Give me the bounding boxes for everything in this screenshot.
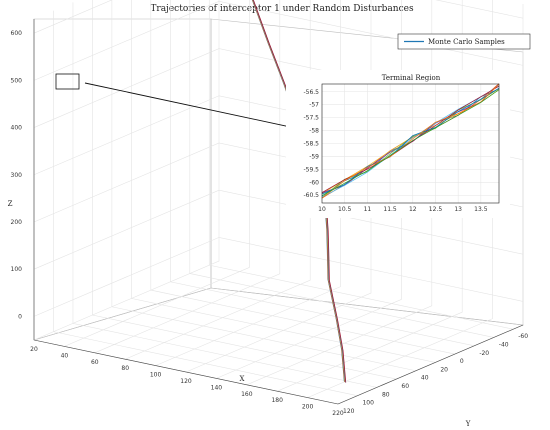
x-tick-label: 180 (271, 397, 283, 404)
legend: Monte Carlo Samples (397, 33, 531, 50)
x-tick-label: 20 (30, 346, 38, 353)
y-tick-label: -60 (518, 333, 528, 340)
z-grid-line (33, 189, 524, 270)
y-axis-label: Y (465, 420, 471, 428)
z-tick-label: 500 (11, 77, 23, 84)
inset-x-tick-label: 11.5 (383, 206, 397, 213)
floor-plane (33, 287, 525, 405)
x-tick-label: 60 (91, 359, 99, 366)
x-grid-line (94, 0, 281, 354)
x-tick-label: 40 (61, 352, 69, 359)
y-axis-line (337, 324, 524, 405)
inset-y-tick-label: -58.5 (303, 141, 319, 148)
inset-trajectory-lines (321, 83, 500, 199)
inset-trajectory-sample (321, 87, 500, 195)
y-tick-label: 120 (343, 408, 355, 415)
zoom-region-marker (55, 73, 80, 90)
z-tick-label: 0 (18, 313, 22, 320)
z-tick-label: 600 (11, 30, 23, 37)
z-tick-label: 300 (11, 172, 23, 179)
y-grid-line (92, 0, 397, 380)
z-grid-line (33, 0, 524, 34)
z-tick-label: 400 (11, 125, 23, 132)
inset-y-tick-label: -60.5 (303, 192, 319, 199)
inset-x-tick-label: 11 (364, 206, 372, 213)
back-wall-xz (33, 18, 212, 341)
z-grid-line (33, 237, 524, 317)
legend-box (397, 33, 531, 50)
z-tick-labels: 0 100 200 300 400 500 600 (11, 30, 23, 320)
legend-entry: Monte Carlo Samples (428, 38, 505, 46)
y-tick-labels: -60 -40 -20 0 20 40 60 80 100 120 (343, 333, 528, 415)
inset-y-tick-label: -59 (309, 153, 319, 160)
inset-y-tick-label: -57 (309, 102, 319, 109)
inset-x-tick-label: 13.5 (474, 206, 488, 213)
inset-title: Terminal Region (382, 74, 441, 82)
z-tick-label: 100 (11, 266, 23, 273)
x-axis-label: X (240, 375, 245, 383)
inset-trajectory-sample (321, 89, 500, 197)
y-tick-label: 40 (421, 375, 429, 382)
inset-x-tick-label: 10.5 (338, 206, 352, 213)
y-tick-label: 80 (382, 391, 390, 398)
inset-x-tick-label: 10 (318, 206, 326, 213)
y-tick-label: -40 (499, 341, 509, 348)
y-grid-line (150, 0, 455, 355)
x-grid-line (125, 0, 311, 360)
y-grid-line (189, 0, 494, 338)
inset-x-tick-label: 13 (454, 206, 462, 213)
x-tick-label: 160 (241, 391, 253, 398)
y-grid-line (72, 2, 378, 388)
x-tick-labels: 20 40 60 80 100 120 140 160 180 200 220 (30, 346, 344, 417)
y-grid-line (111, 0, 416, 372)
x-axis-line (33, 339, 339, 405)
chart-title: Trajectories of interceptor 1 under Rand… (150, 4, 414, 14)
x-tick-label: 100 (150, 372, 162, 379)
x-tick-label: 200 (302, 404, 314, 411)
inset-y-tick-label: -59.5 (303, 166, 319, 173)
x-grid-line (33, 0, 220, 341)
x-tick-label: 220 (332, 410, 344, 417)
inset-x-tick-label: 12.5 (429, 206, 443, 213)
y-tick-label: 20 (440, 366, 448, 373)
inset-background (286, 70, 510, 218)
y-tick-label: 100 (362, 400, 374, 407)
z-axis-label: Z (8, 200, 13, 208)
inset-chart: Terminal Region 10 10.5 11 11.5 12 12.5 13 13.5… (286, 70, 510, 218)
x-tick-label: 80 (121, 365, 129, 372)
y-grid-line (131, 0, 436, 363)
inset-y-tick-label: -56.5 (303, 89, 319, 96)
x-tick-label: 140 (211, 384, 223, 391)
inset-y-tick-label: -58 (309, 128, 319, 135)
z-tick-label: 200 (11, 219, 23, 226)
inset-x-tick-labels: 10 10.5 11 11.5 12 12.5 13 13.5 (318, 206, 488, 213)
zoom-arrow (84, 82, 310, 133)
y-tick-label: -20 (479, 350, 489, 357)
inset-frame (321, 83, 500, 204)
inset-x-tick-label: 12 (409, 206, 417, 213)
inset-y-tick-label: -57.5 (303, 115, 319, 122)
x-grid-line (64, 0, 250, 347)
inset-y-tick-label: -60 (309, 179, 319, 186)
y-tick-label: 0 (460, 358, 464, 365)
y-grid-line (53, 10, 358, 396)
inset-trajectory-sample (321, 83, 500, 199)
y-grid-line (170, 0, 475, 347)
y-grid-line (208, 0, 514, 330)
y-tick-label: 60 (401, 383, 409, 390)
axes (33, 19, 524, 405)
x-tick-label: 120 (180, 378, 192, 385)
inset-y-tick-labels: -56.5 -57 -57.5 -58 -58.5 -59 -59.5 -60 -60.5 (303, 89, 319, 199)
